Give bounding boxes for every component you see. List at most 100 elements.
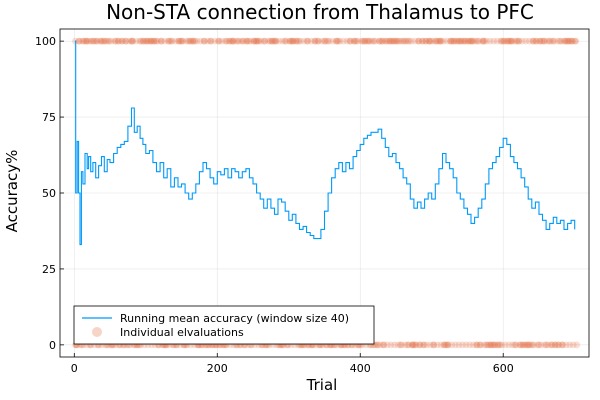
scatter-point (559, 341, 566, 349)
scatter-point (490, 37, 497, 45)
scatter-point (264, 37, 272, 45)
scatter-point (157, 37, 165, 45)
scatter-point (96, 37, 104, 45)
scatter-point (556, 37, 564, 45)
scatter-point (483, 37, 490, 45)
scatter-point (568, 37, 576, 45)
scatter-point (243, 37, 251, 45)
legend: Running mean accuracy (window size 40) I… (73, 305, 375, 345)
scatter-point (466, 341, 474, 349)
scatter-point (225, 37, 233, 45)
scatter-point (419, 37, 427, 45)
x-tick-label: 400 (350, 362, 371, 375)
scatter-point (429, 37, 437, 45)
scatter-point (416, 341, 423, 349)
scatter-point (107, 37, 115, 45)
scatter-point (566, 37, 574, 45)
scatter-point (521, 341, 529, 349)
scatter-point (206, 37, 214, 45)
scatter-point (122, 37, 130, 45)
scatter-point (498, 341, 506, 349)
scatter-point (232, 37, 240, 45)
scatter-point (223, 37, 231, 45)
scatter-point (426, 341, 434, 349)
scatter-point (508, 37, 516, 45)
scatter-point (340, 37, 347, 45)
scatter-point (525, 341, 533, 349)
scatter-point (422, 37, 430, 45)
scatter-point (191, 37, 199, 45)
scatter-point (555, 341, 563, 349)
scatter-point (548, 341, 556, 349)
scatter-point (415, 37, 423, 45)
scatter-point (112, 37, 120, 45)
scatter-point (475, 37, 483, 45)
scatter-point (536, 37, 544, 45)
scatter-point (118, 37, 126, 45)
scatter-point (434, 37, 442, 45)
scatter-point (329, 37, 337, 45)
scatter-point (178, 37, 186, 45)
scatter-point (459, 37, 467, 45)
scatter-point (250, 37, 258, 45)
scatter-point (457, 37, 465, 45)
scatter-point (200, 37, 208, 45)
scatter-point (480, 341, 488, 349)
scatter-point (448, 37, 456, 45)
scatter-point (378, 37, 386, 45)
scatter-point (420, 341, 428, 349)
scatter-point (465, 37, 472, 45)
scatter-point (376, 37, 384, 45)
scatter-point (300, 37, 308, 45)
scatter-point (538, 37, 546, 45)
scatter-point (361, 37, 369, 45)
scatter-point (325, 37, 333, 45)
x-tick-label: 200 (207, 362, 228, 375)
scatter-point (409, 341, 416, 349)
scatter-point (507, 37, 514, 45)
scatter-point (111, 37, 119, 45)
scatter-point (207, 37, 215, 45)
scatter-point (447, 37, 454, 45)
scatter-point (390, 37, 397, 45)
scatter-point (148, 37, 156, 45)
scatter-point (361, 37, 369, 45)
scatter-point (289, 37, 297, 45)
scatter-point (387, 37, 394, 45)
scatter-point (498, 37, 506, 45)
running-mean-line (75, 40, 576, 246)
scatter-point (150, 37, 158, 45)
chart-title: Non-STA connection from Thalamus to PFC (106, 0, 534, 24)
scatter-point (537, 341, 545, 349)
scatter-point (491, 341, 499, 349)
scatter-point (99, 37, 107, 45)
scatter-point (397, 37, 405, 45)
legend-label-running-mean: Running mean accuracy (window size 40) (120, 312, 349, 325)
scatter-point (572, 37, 580, 45)
scatter-point (416, 341, 424, 349)
scatter-point (93, 37, 101, 45)
scatter-point (157, 37, 165, 45)
scatter-point (409, 341, 417, 349)
scatter-point (491, 341, 499, 349)
scatter-point (489, 341, 497, 349)
scatter-point (347, 37, 354, 45)
scatter-point (84, 37, 91, 45)
scatter-point (399, 37, 407, 45)
scatter-point (105, 37, 113, 45)
scatter-point (376, 341, 384, 349)
y-tick-label: 25 (42, 263, 56, 276)
scatter-point (479, 37, 487, 45)
scatter-point (385, 37, 392, 45)
scatter-point (359, 37, 367, 45)
scatter-point (563, 37, 571, 45)
scatter-point (336, 37, 344, 45)
x-tick-label: 600 (493, 362, 514, 375)
scatter-point (558, 37, 565, 45)
scatter-point (494, 341, 502, 349)
y-tick-label: 50 (42, 187, 56, 200)
scatter-point (324, 37, 331, 45)
scatter-point (474, 37, 481, 45)
scatter-point (307, 37, 315, 45)
scatter-point (373, 341, 381, 349)
